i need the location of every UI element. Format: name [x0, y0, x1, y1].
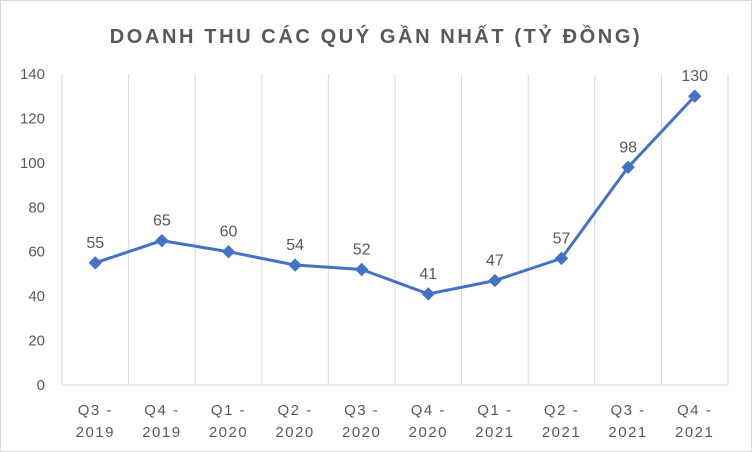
data-label: 130	[681, 68, 708, 85]
y-tick-label: 40	[28, 288, 45, 305]
data-label: 52	[353, 241, 371, 258]
data-label: 55	[86, 235, 104, 252]
x-tick-label: 2021	[475, 424, 514, 441]
data-label: 47	[486, 253, 504, 270]
data-point-marker	[354, 262, 369, 277]
data-point-marker	[488, 273, 502, 288]
x-tick-label: Q3 -	[78, 402, 113, 419]
data-point-marker	[288, 258, 302, 272]
data-label: 65	[153, 213, 171, 230]
x-axis-ticks: Q3 - 2019 Q4 - 2019 Q1 - 2020 Q2 - 2020 Q3 - 2020…	[76, 402, 714, 441]
data-point-marker	[221, 245, 236, 259]
data-point-marker	[421, 287, 436, 301]
data-point-marker	[687, 89, 702, 103]
data-point-marker	[554, 251, 569, 266]
y-tick-label: 20	[28, 333, 45, 350]
y-axis-ticks: 0 20 40 60 80 100 120 140	[20, 66, 45, 394]
x-tick-label: 2020	[275, 424, 314, 441]
x-tick-label: 2021	[542, 424, 581, 441]
x-tick-label: Q4 -	[144, 402, 179, 419]
data-point-marker	[155, 233, 169, 248]
chart-title: DOANH THU CÁC QUÝ GẦN NHẤT (TỶ ĐỒNG)	[110, 24, 642, 48]
x-tick-label: 2021	[608, 424, 647, 441]
series-line	[93, 94, 697, 296]
y-tick-label: 100	[20, 155, 45, 172]
series-line-path	[93, 94, 697, 296]
x-tick-label: 2020	[209, 424, 248, 441]
x-tick-label: Q4 -	[411, 402, 446, 419]
data-label: 98	[619, 139, 637, 156]
y-tick-label: 120	[20, 110, 45, 127]
x-tick-label: 2020	[342, 424, 381, 441]
x-tick-label: Q1 -	[477, 402, 512, 419]
x-tick-label: Q3 -	[344, 402, 379, 419]
data-labels: 55 65 60 54 52 41 47 57 98 130	[86, 68, 708, 283]
x-tick-label: 2020	[409, 424, 448, 441]
x-tick-label: 2021	[675, 424, 714, 441]
x-tick-label: 2019	[142, 424, 181, 441]
y-tick-label: 0	[37, 377, 45, 394]
x-tick-label: Q3 -	[611, 402, 646, 419]
series-markers	[88, 89, 702, 301]
y-tick-label: 60	[28, 244, 45, 261]
data-point-marker	[88, 256, 103, 270]
data-point-marker	[621, 160, 635, 175]
gridlines	[61, 74, 729, 385]
y-tick-label: 80	[28, 199, 45, 216]
x-tick-label: Q2 -	[278, 402, 313, 419]
data-label: 57	[553, 230, 571, 247]
data-label: 54	[286, 237, 304, 254]
x-tick-label: Q4 -	[677, 402, 712, 419]
x-tick-label: 2019	[76, 424, 115, 441]
x-tick-label: Q1 -	[211, 402, 246, 419]
data-label: 60	[220, 224, 238, 241]
data-label: 41	[419, 266, 437, 283]
x-tick-label: Q2 -	[544, 402, 579, 419]
y-tick-label: 140	[20, 66, 45, 83]
